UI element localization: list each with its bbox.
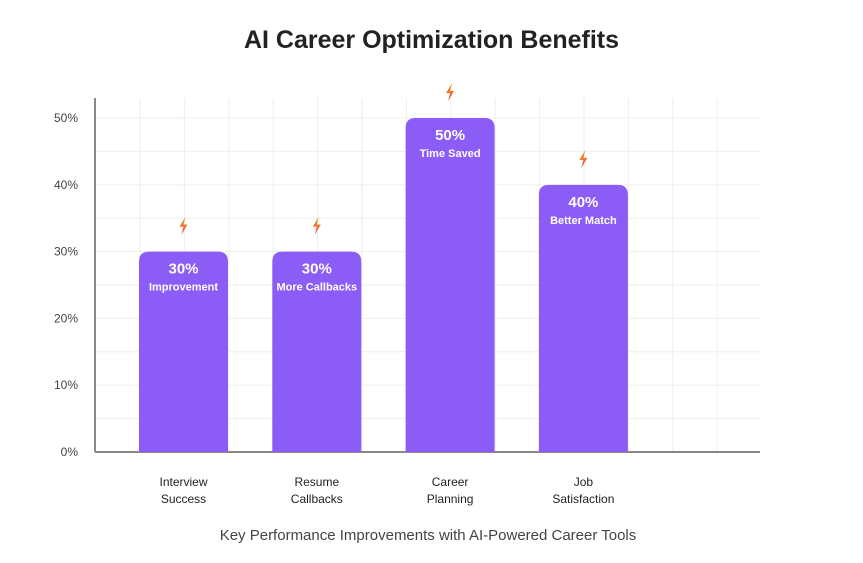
lightning-icon [579,149,588,168]
bar-sub-label: Improvement [149,282,218,294]
x-category-label: Satisfaction [552,492,614,506]
x-category-label: Resume [294,475,339,489]
bar-sub-label: More Callbacks [276,282,357,294]
y-tick-label: 0% [61,445,79,459]
bar [272,251,362,452]
x-category-label: Career [432,475,469,489]
y-tick-label: 40% [54,178,78,192]
x-category-label: Interview [159,475,207,489]
bars [139,118,628,453]
bar [405,118,495,453]
lightning-icon [312,216,321,235]
lightning-icon [179,216,188,235]
x-category-label: Success [161,492,206,506]
bar-value-label: 40% [568,194,598,211]
labels: 0% 10% 20% 30% 40% 50% 30% Improvement Interview… [54,83,617,506]
x-category-label: Planning [427,492,474,506]
bar-value-label: 30% [168,261,198,278]
x-category-label: Callbacks [291,492,343,506]
y-tick-label: 20% [54,311,78,325]
bar-sub-label: Time Saved [420,148,481,160]
y-tick-label: 50% [54,111,78,125]
bar [139,251,228,452]
y-tick-label: 10% [54,378,78,392]
bar-value-label: 30% [302,261,332,278]
bar-sub-label: Better Match [550,215,617,227]
chart-subtitle: Key Performance Improvements with AI-Pow… [219,527,637,544]
x-category-label: Job [574,475,594,489]
chart-title: AI Career Optimization Benefits [243,26,620,54]
bar-value-label: 50% [435,127,465,144]
bar [538,184,628,452]
y-tick-label: 30% [54,245,78,259]
lightning-icon [446,83,455,102]
